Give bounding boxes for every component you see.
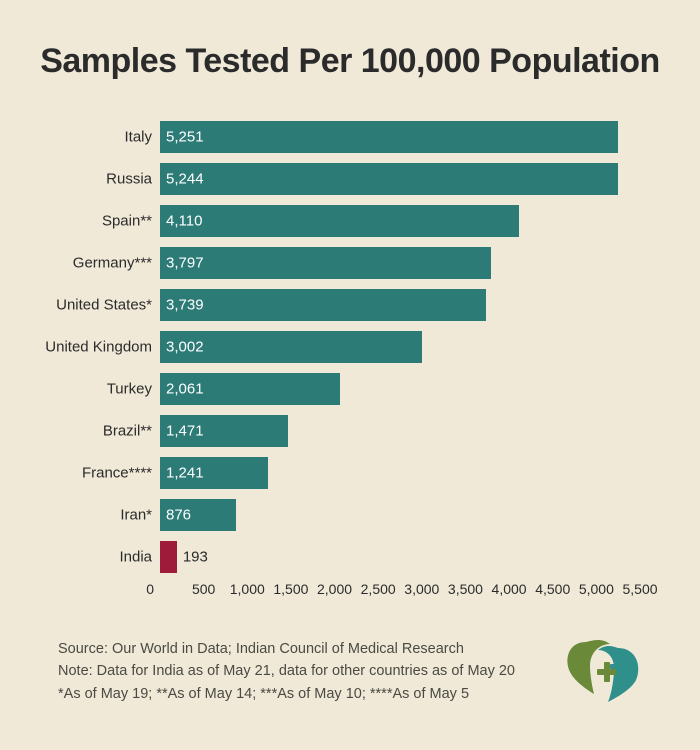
- bar-category-label: India: [119, 549, 152, 566]
- note-line: Note: Data for India as of May 21, data …: [58, 660, 640, 682]
- chart-canvas: Samples Tested Per 100,000 Population It…: [0, 0, 700, 750]
- x-axis-tick: 5,000: [579, 581, 614, 597]
- bar-row: Turkey2,061: [160, 373, 640, 405]
- bar-category-label: United States*: [56, 297, 152, 314]
- x-axis-tick: 1,500: [273, 581, 308, 597]
- x-axis-tick: 3,000: [404, 581, 439, 597]
- bar-category-label: Brazil**: [103, 423, 152, 440]
- bar-category-label: Russia: [106, 171, 152, 188]
- bar-value-label: 3,739: [166, 297, 204, 314]
- x-axis-tick: 500: [192, 581, 215, 597]
- x-axis-tick: 4,000: [492, 581, 527, 597]
- bar-plot-area: Italy5,251 Russia5,244 Spain**4,110 Germany…: [160, 115, 640, 575]
- bar: [160, 163, 618, 195]
- axis-zero-label: 0: [146, 581, 154, 597]
- asterisk-line: *As of May 19; **As of May 14; ***As of …: [58, 683, 640, 705]
- bar: [160, 121, 618, 153]
- bar-value-label: 1,471: [166, 423, 204, 440]
- bar-row: United Kingdom3,002: [160, 331, 640, 363]
- bar-category-label: Spain**: [102, 213, 152, 230]
- bar-value-label: 4,110: [166, 213, 202, 230]
- bar-value-label: 3,002: [166, 339, 204, 356]
- bar: [160, 205, 519, 237]
- x-axis-line: [160, 575, 640, 576]
- x-axis-tick: 1,000: [230, 581, 265, 597]
- bar-row: Italy5,251: [160, 121, 640, 153]
- x-axis-tick: 2,500: [361, 581, 396, 597]
- source-line: Source: Our World in Data; Indian Counci…: [58, 638, 640, 660]
- bar-category-label: Germany***: [73, 255, 152, 272]
- bar-category-label: Iran*: [120, 507, 152, 524]
- x-axis-tick: 3,500: [448, 581, 483, 597]
- chart-title: Samples Tested Per 100,000 Population: [0, 42, 700, 81]
- bar-value-label: 193: [183, 549, 208, 566]
- bar-value-label: 2,061: [166, 381, 204, 398]
- bar-category-label: France****: [82, 465, 152, 482]
- footer-notes: Source: Our World in Data; Indian Counci…: [58, 638, 640, 705]
- bar-value-label: 5,251: [166, 129, 204, 146]
- bar-row: India193: [160, 541, 640, 573]
- bar-category-label: Turkey: [107, 381, 152, 398]
- bar-row: Brazil**1,471: [160, 415, 640, 447]
- x-axis: 0 5001,0001,5002,0002,5003,0003,5004,000…: [160, 575, 640, 615]
- bar-row: United States*3,739: [160, 289, 640, 321]
- bar: [160, 289, 486, 321]
- bar-value-label: 5,244: [166, 171, 204, 188]
- bar-value-label: 876: [166, 507, 191, 524]
- bar-row: Russia5,244: [160, 163, 640, 195]
- bar-row: Iran*876: [160, 499, 640, 531]
- bar-value-label: 3,797: [166, 255, 204, 272]
- bar-value-label: 1,241: [166, 465, 204, 482]
- bar-row: France****1,241: [160, 457, 640, 489]
- brand-logo: [562, 634, 652, 706]
- bar-category-label: Italy: [124, 129, 152, 146]
- x-axis-tick: 2,000: [317, 581, 352, 597]
- x-axis-tick: 5,500: [622, 581, 657, 597]
- bar-row: Germany***3,797: [160, 247, 640, 279]
- bar: [160, 247, 491, 279]
- bar-row: Spain**4,110: [160, 205, 640, 237]
- bar-category-label: United Kingdom: [45, 339, 152, 356]
- bar: [160, 541, 177, 573]
- x-axis-tick: 4,500: [535, 581, 570, 597]
